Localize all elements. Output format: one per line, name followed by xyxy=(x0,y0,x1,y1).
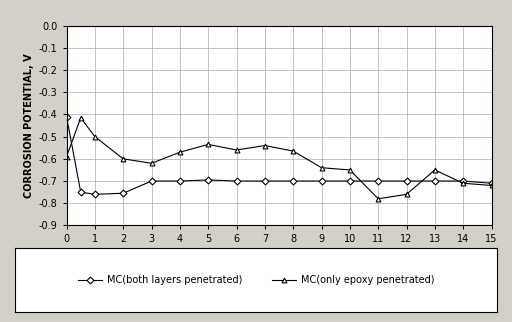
MC(both layers penetrated) xyxy=(205,178,211,182)
X-axis label: TIME, weeks: TIME, weeks xyxy=(236,251,323,264)
Y-axis label: CORROSION POTENTIAL, V: CORROSION POTENTIAL, V xyxy=(25,53,34,198)
MC(only epoxy penetrated) xyxy=(403,193,410,196)
Line: MC(only epoxy penetrated): MC(only epoxy penetrated) xyxy=(64,115,494,201)
MC(only epoxy penetrated) xyxy=(148,161,155,165)
MC(only epoxy penetrated) xyxy=(318,166,325,170)
MC(both layers penetrated) xyxy=(177,179,183,183)
MC(only epoxy penetrated) xyxy=(233,148,240,152)
Line: MC(both layers penetrated): MC(both layers penetrated) xyxy=(64,114,494,197)
MC(both layers penetrated) xyxy=(375,179,381,183)
MC(both layers penetrated) xyxy=(233,179,240,183)
MC(both layers penetrated) xyxy=(460,179,466,183)
MC(both layers penetrated) xyxy=(120,191,126,195)
MC(both layers penetrated) xyxy=(92,193,98,196)
MC(only epoxy penetrated) xyxy=(92,135,98,138)
MC(both layers penetrated) xyxy=(63,115,70,118)
MC(only epoxy penetrated) xyxy=(347,168,353,172)
MC(both layers penetrated) xyxy=(290,179,296,183)
MC(both layers penetrated) xyxy=(403,179,410,183)
MC(only epoxy penetrated) xyxy=(290,149,296,153)
MC(only epoxy penetrated) xyxy=(63,155,70,158)
MC(both layers penetrated) xyxy=(488,181,495,185)
MC(both layers penetrated) xyxy=(432,179,438,183)
MC(both layers penetrated) xyxy=(347,179,353,183)
MC(only epoxy penetrated) xyxy=(205,143,211,147)
MC(only epoxy penetrated) xyxy=(78,116,84,120)
MC(only epoxy penetrated) xyxy=(120,157,126,161)
Legend: MC(both layers penetrated), MC(only epoxy penetrated): MC(both layers penetrated), MC(only epox… xyxy=(74,271,438,289)
MC(only epoxy penetrated) xyxy=(262,144,268,147)
MC(both layers penetrated) xyxy=(262,179,268,183)
MC(only epoxy penetrated) xyxy=(432,168,438,172)
MC(only epoxy penetrated) xyxy=(177,150,183,154)
MC(both layers penetrated) xyxy=(148,179,155,183)
MC(both layers penetrated) xyxy=(78,190,84,194)
MC(only epoxy penetrated) xyxy=(375,197,381,201)
MC(only epoxy penetrated) xyxy=(488,184,495,187)
MC(both layers penetrated) xyxy=(318,179,325,183)
MC(only epoxy penetrated) xyxy=(460,181,466,185)
